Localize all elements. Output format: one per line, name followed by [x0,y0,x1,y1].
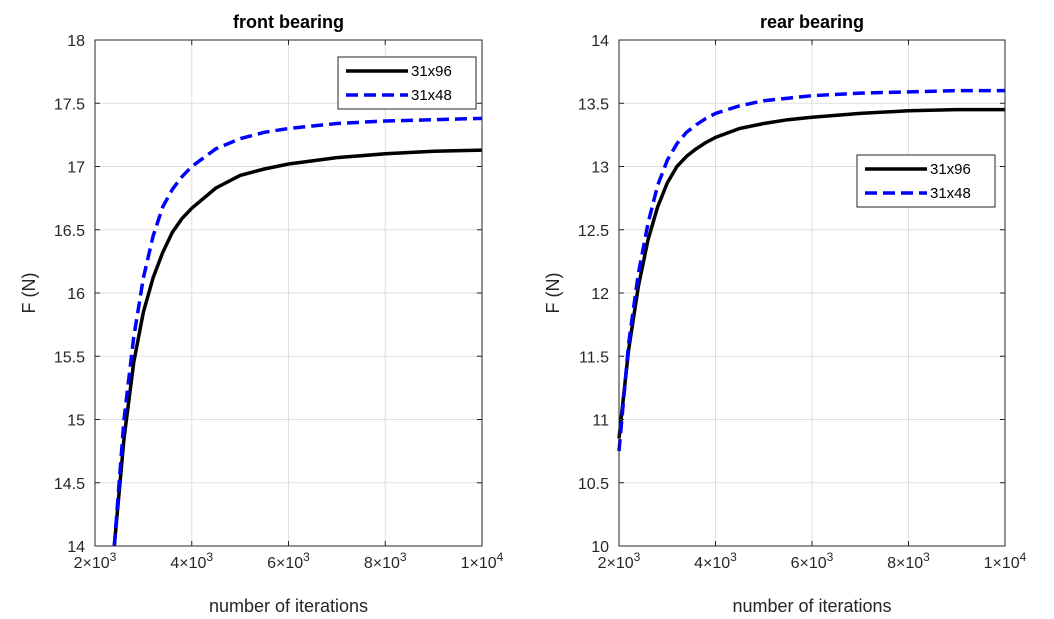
x-tick-label: 6×103 [267,550,310,572]
y-axis-label: F (N) [19,273,39,314]
series-line-31x96 [112,148,483,547]
x-axis-label: number of iterations [209,596,368,616]
chart-title: front bearing [233,12,344,32]
y-tick-label: 16 [67,286,85,303]
y-tick-label: 11 [592,413,609,430]
legend: 31x96 31x48 [856,154,996,208]
legend: 31x96 31x48 [337,56,477,110]
y-tick-label: 14.5 [54,476,85,493]
y-tick-label: 14 [591,33,609,50]
y-tick-label: 15.5 [54,349,85,366]
y-tick-label: 15 [67,413,85,430]
x-tick-label: 4×103 [170,550,213,572]
legend-label: 31x96 [930,161,971,178]
legend-box [337,56,477,110]
legend-label: 31x48 [411,87,452,104]
y-tick-label: 13.5 [578,96,609,113]
x-tick-label: 8×103 [364,550,407,572]
y-tick-label: 17.5 [54,96,85,113]
y-tick-label: 10.5 [578,476,609,493]
y-tick-label: 16.5 [54,223,85,240]
chart-panel-1: 2×103 4×103 6×103 8×103 1×104 14 14.5 15 15.5 16 1… [19,12,504,616]
legend-label: 31x96 [411,63,452,80]
x-tick-label: 2×103 [74,550,117,572]
x-tick-label: 1×104 [984,550,1027,572]
y-tick-label: 13 [591,160,609,177]
chart-panel-2: 2×103 4×103 6×103 8×103 1×104 10 10.5 11 11.5 12 1… [543,12,1027,616]
legend-label: 31x48 [930,185,971,202]
x-tick-label: 4×103 [694,550,737,572]
legend-box [856,154,996,208]
y-tick-label: 18 [67,33,85,50]
x-tick-label: 8×103 [887,550,930,572]
y-tick-label: 17 [67,160,85,177]
y-tick-label: 12 [591,286,609,303]
series-line-31x48 [617,88,1005,452]
y-tick-label: 11.5 [579,349,609,366]
x-tick-label: 2×103 [598,550,641,572]
x-tick-label: 1×104 [461,550,504,572]
series-line-31x96 [617,107,1005,439]
y-axis-label: F (N) [543,273,563,314]
x-tick-label: 6×103 [791,550,834,572]
chart-title: rear bearing [760,12,864,32]
y-tick-label: 12.5 [578,223,609,240]
x-axis-label: number of iterations [732,596,891,616]
y-tick-label: 14 [67,539,85,556]
y-tick-label: 10 [591,539,609,556]
series-line-31x48 [112,116,483,547]
